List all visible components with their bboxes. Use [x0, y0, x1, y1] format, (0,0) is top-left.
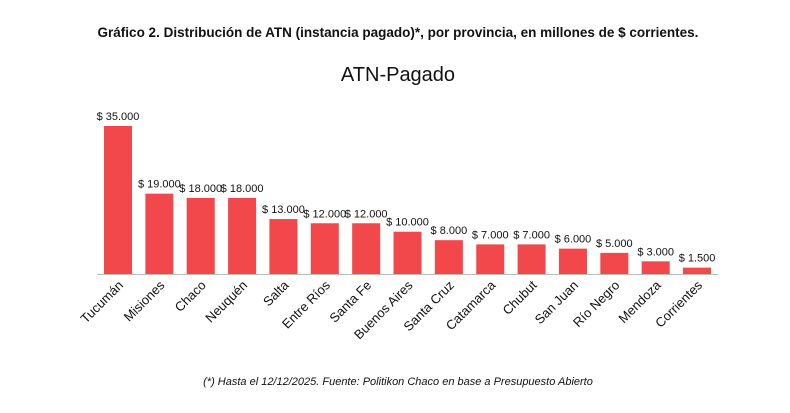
chart-subtitle: ATN-Pagado — [341, 64, 455, 86]
x-tick-label: Neuquén — [202, 278, 250, 326]
bar — [517, 244, 546, 274]
bar — [434, 240, 463, 274]
bar — [476, 244, 505, 274]
bar — [145, 193, 174, 274]
bar — [683, 267, 712, 274]
value-label: $ 8.000 — [431, 225, 468, 237]
value-label: $ 18.000 — [221, 183, 264, 195]
value-label: $ 35.000 — [97, 111, 140, 123]
bar — [228, 197, 257, 274]
value-label: $ 13.000 — [262, 204, 305, 216]
bar — [310, 223, 339, 274]
value-label: $ 1.500 — [679, 253, 716, 265]
bar — [558, 248, 587, 274]
bar — [352, 223, 381, 274]
value-label: $ 12.000 — [303, 208, 346, 220]
bar — [104, 126, 132, 274]
value-label: $ 6.000 — [555, 234, 592, 246]
value-label: $ 7.000 — [513, 229, 550, 241]
x-tick-label: Chubut — [499, 277, 540, 318]
x-tick-label: Chaco — [172, 278, 209, 315]
bar — [641, 261, 670, 274]
bar — [600, 252, 629, 274]
value-label: $ 19.000 — [138, 179, 181, 191]
x-tick-label: Tucumán — [78, 278, 127, 327]
value-label: $ 12.000 — [345, 208, 388, 220]
bar — [269, 219, 298, 274]
chart-title: Gráfico 2. Distribución de ATN (instanci… — [98, 25, 699, 40]
value-label: $ 3.000 — [637, 246, 674, 258]
footnote: (*) Hasta el 12/12/2025. Fuente: Politik… — [203, 376, 593, 388]
value-label: $ 5.000 — [596, 238, 633, 250]
value-label: $ 18.000 — [179, 183, 222, 195]
bar — [393, 231, 422, 274]
x-tick-label: Misiones — [121, 277, 168, 324]
value-label: $ 7.000 — [472, 229, 509, 241]
value-label: $ 10.000 — [386, 217, 429, 229]
bar — [186, 197, 215, 274]
x-tick-label: Salta — [260, 277, 292, 309]
